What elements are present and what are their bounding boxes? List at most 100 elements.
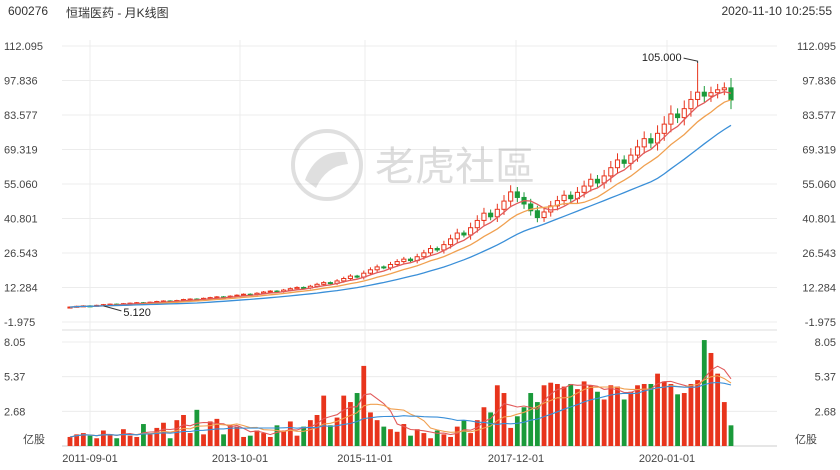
price-axis-label-left: 12.284 [4,282,38,294]
volume-bar [234,426,240,446]
volume-bar [561,386,567,446]
volume-bar [695,380,701,446]
candle-body [241,293,247,296]
volume-bar [368,412,373,446]
volume-bar [528,393,534,446]
price-axis-label-left: 83.577 [4,110,38,122]
volume-bar [448,436,453,446]
volume-bar [241,436,246,446]
candle-body [528,203,534,212]
candle-body [327,282,333,285]
time-axis-label: 2020-01-01 [639,453,695,465]
price-axis-label-left: 97.836 [4,76,38,88]
candle-body [301,286,307,289]
volume-bar [555,383,560,446]
volume-bar [134,436,140,446]
volume-bar [281,430,287,446]
candle-body [594,178,601,184]
price-axis-label-right: -1.975 [805,317,836,329]
candle-body [701,91,707,97]
candle-body [481,212,487,221]
candle-body [314,283,320,287]
candle-body [394,261,400,265]
candle-body [554,200,560,207]
volume-bar [207,421,213,446]
volume-unit-label-left: 亿股 [23,433,45,446]
candle-body [681,108,687,119]
candle-body [568,194,574,200]
volume-bar [147,434,153,446]
volume-bar [428,438,433,446]
watermark-logo-mark [305,151,348,188]
candle-body [508,191,514,202]
volume-bar [575,389,580,446]
min-price-label: 5.120 [123,307,151,319]
volume-bar [341,395,347,446]
volume-bar [468,433,474,446]
price-axis-label-left: 40.801 [4,214,38,226]
volume-bar [174,420,180,446]
volume-bar [294,435,300,446]
max-price-label: 105.000 [642,52,682,64]
stock-code: 600276 [8,4,49,18]
price-axis-label-right: 97.836 [802,76,836,88]
volume-bar [74,434,80,446]
price-axis-label-left: 55.060 [4,179,38,191]
price-axis-label-right: 83.577 [802,110,836,122]
candle-body [347,275,353,280]
volume-bar [107,434,113,446]
volume-bar [334,417,340,446]
candle-body [401,258,407,263]
candle-body [488,212,494,218]
ma10-line [69,99,732,308]
volume-bar [668,383,674,446]
volume-bar [221,434,226,446]
watermark: 老虎社區 [291,129,535,201]
time-axis-label: 2011-09-01 [62,453,117,465]
volume-ma10-line [69,375,732,438]
volume-bar [655,373,660,446]
volume-bar [388,429,393,446]
volume-unit-label-right: 亿股 [795,433,817,446]
volume-bar [488,412,494,446]
volume-bar [114,438,120,446]
candle-body [454,232,460,240]
candle-body [541,211,547,219]
candle-body [628,154,634,164]
volume-axis-label-right: 2.68 [815,406,836,418]
candle-body [728,87,734,101]
candle-body [641,138,647,148]
volume-bar [534,402,540,446]
volume-bar [501,393,507,446]
price-axis-label-left: -1.975 [4,317,35,329]
volume-bar [635,385,640,446]
candle-body [367,269,374,274]
volume-bar [100,430,106,446]
time-axis-label: 2013-10-01 [212,453,268,465]
candle-body [407,258,414,262]
volume-bar [601,399,607,446]
volume-bar [568,383,574,446]
volume-bar [541,385,547,446]
candle-body [634,146,641,156]
volume-bar [481,407,487,446]
ma5-line [69,91,732,308]
volume-bar [187,433,193,446]
volume-bar [354,393,360,446]
candle-body [561,194,567,202]
candle-body [534,210,540,219]
price-axis-label-right: 112.095 [797,41,836,53]
volume-bar [314,414,320,446]
volume-bar [254,430,260,446]
candle-body [608,167,614,177]
candle-body [427,248,434,254]
watermark-logo-icon [291,129,363,201]
volume-bar [121,429,126,446]
volume-bar [80,433,86,446]
volume-group [67,340,734,446]
volume-bar [508,427,514,446]
volume-bar [608,385,614,446]
volume-bar [421,433,427,446]
volume-bar [621,399,627,446]
volume-bar [494,385,500,446]
